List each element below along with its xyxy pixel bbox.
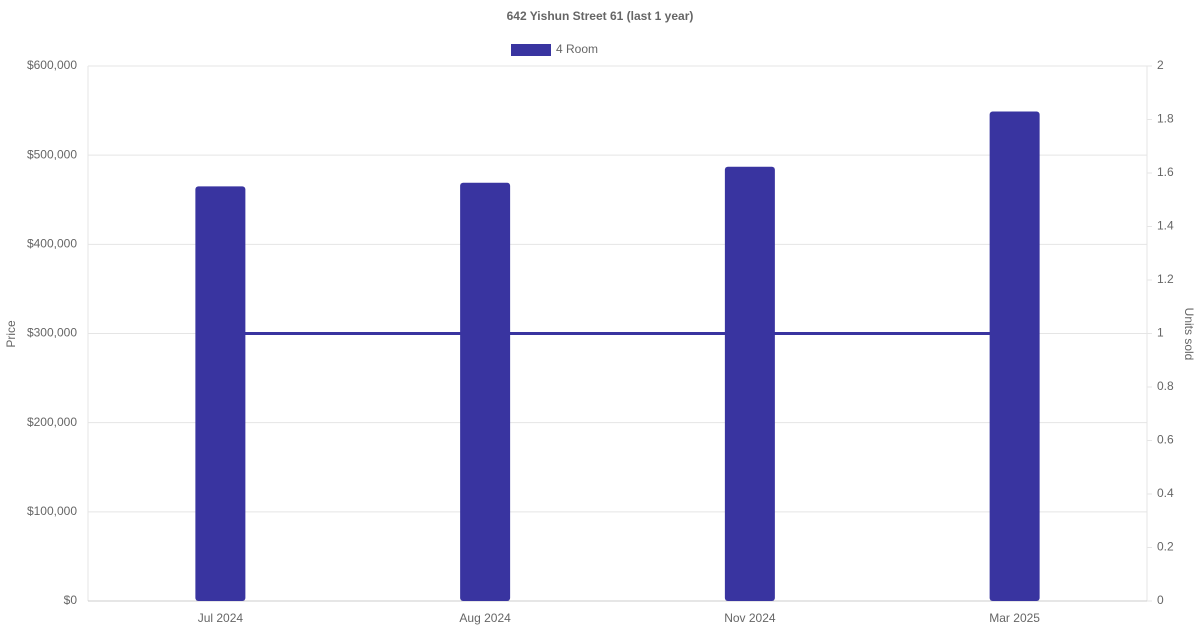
y2-tick-label: 1.4 xyxy=(1157,219,1174,233)
bar xyxy=(989,111,1040,601)
y2-tick-label: 1.8 xyxy=(1157,112,1174,126)
y-tick-label: $300,000 xyxy=(27,326,77,340)
bar xyxy=(460,182,511,601)
y2-tick-label: 1.6 xyxy=(1157,165,1174,179)
x-tick-label: Aug 2024 xyxy=(459,611,511,625)
y2-tick-label: 1 xyxy=(1157,326,1164,340)
bar xyxy=(195,186,246,601)
y2-tick-label: 0.6 xyxy=(1157,433,1174,447)
x-tick-label: Mar 2025 xyxy=(989,611,1040,625)
x-tick-label: Nov 2024 xyxy=(724,611,776,625)
y-tick-label: $500,000 xyxy=(27,147,77,161)
y-axis-title: Price xyxy=(4,320,18,348)
y2-tick-label: 0.4 xyxy=(1157,486,1174,500)
y2-axis-title: Units sold xyxy=(1182,308,1196,361)
legend-swatch xyxy=(511,44,551,56)
legend-label: 4 Room xyxy=(556,42,598,56)
y-tick-label: $600,000 xyxy=(27,58,77,72)
y2-tick-label: 0 xyxy=(1157,593,1164,607)
chart-title: 642 Yishun Street 61 (last 1 year) xyxy=(507,9,694,23)
y2-tick-label: 0.2 xyxy=(1157,540,1174,554)
y-tick-label: $100,000 xyxy=(27,504,77,518)
y-tick-label: $0 xyxy=(64,593,78,607)
y-tick-label: $400,000 xyxy=(27,237,77,251)
y2-tick-label: 2 xyxy=(1157,58,1164,72)
y-tick-label: $200,000 xyxy=(27,415,77,429)
y2-tick-label: 1.2 xyxy=(1157,272,1174,286)
y2-tick-label: 0.8 xyxy=(1157,379,1174,393)
x-tick-label: Jul 2024 xyxy=(198,611,244,625)
bar xyxy=(724,166,775,601)
